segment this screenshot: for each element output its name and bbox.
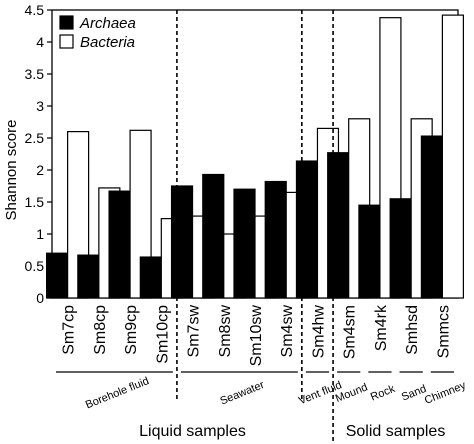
bar-archaea-sm8cp [77,254,100,299]
bar-archaea-sm4sw [264,180,287,299]
bar-archaea-sm10sw [233,188,256,299]
x-tick-label: Sm4sm [342,305,359,359]
x-tick-label: Sm8sw [217,305,234,358]
bar-archaea-sm9cp [108,190,131,299]
x-tick-label: Sm4rk [373,304,390,351]
x-tick-label: Sm7cp [61,305,78,355]
y-tick-label: 4.5 [25,2,45,18]
y-tick-label: 4 [36,34,44,50]
y-tick-label: 0 [36,290,44,306]
y-tick-label: 3.5 [25,66,45,82]
legend-label-archaea: Archaea [79,15,136,32]
group-label: Rock [369,383,397,404]
x-tick-label: Sm4hw [310,305,327,359]
x-tick-label: Sm10sw [248,305,265,367]
y-axis-label: Shannon score [3,120,20,221]
bar-archaea-smmcs [420,135,443,299]
x-tick-labels: Sm7cp Sm8cp Sm9cp Sm10cp Sm7sw Sm8sw Sm10sw Sm4… [61,304,453,366]
group-label: Borehole fluid [84,375,151,411]
group-separators [176,10,334,444]
x-tick-label: Sm10cp [154,305,171,364]
bar-archaea-sm4sm [327,152,350,299]
legend-swatch-bacteria [59,34,74,49]
bar-archaea-sm7cp [46,252,69,299]
y-tick-label: 2.5 [25,130,45,146]
x-tick-label: Sm8cp [92,305,109,355]
y-tick-label: 1 [36,226,44,242]
super-group-label: Solid samples [346,423,446,440]
x-tick-label: Smmcs [435,305,452,358]
y-tick-label: 3 [36,98,44,114]
y-tick-label: 1.5 [25,194,45,210]
bar-archaea-sm4rk [358,204,381,299]
bar-archaea-smhsd [389,198,412,299]
bar-archaea-sm4hw [295,160,319,299]
bar-archaea-sm10cp [139,256,162,299]
legend-label-bacteria: Bacteria [80,34,135,51]
x-tick-label: Sm4sw [279,305,296,358]
super-group-label: Liquid samples [139,423,246,440]
group-label: Seawater [218,379,266,408]
legend: Archaea Bacteria [59,15,136,51]
y-tick-label: 0.5 [25,258,45,274]
bar-archaea-sm8sw [202,173,225,299]
x-tick-label: Sm9cp [123,305,140,355]
bar-bacteria-smmcs [441,14,464,299]
group-label: Chimney [423,379,468,407]
bars [46,14,464,299]
x-tick-label: Smhsd [404,305,421,355]
bar-archaea-sm7sw [170,185,194,299]
x-tick-label: Sm7sw [186,305,203,358]
y-tick-label: 2 [36,162,44,178]
legend-swatch-archaea [59,15,74,30]
